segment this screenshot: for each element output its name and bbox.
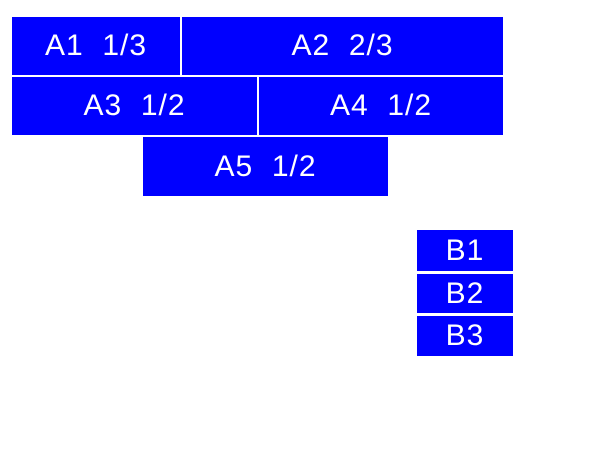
box-b3: B3 <box>417 316 513 356</box>
box-b2: B2 <box>417 274 513 313</box>
box-a4: A4 1/2 <box>259 77 503 135</box>
box-a3: A3 1/2 <box>12 77 257 135</box>
box-a5: A5 1/2 <box>143 137 388 196</box>
box-b1: B1 <box>417 230 513 271</box>
box-a2: A2 2/3 <box>182 17 503 75</box>
box-a1: A1 1/3 <box>12 17 180 75</box>
